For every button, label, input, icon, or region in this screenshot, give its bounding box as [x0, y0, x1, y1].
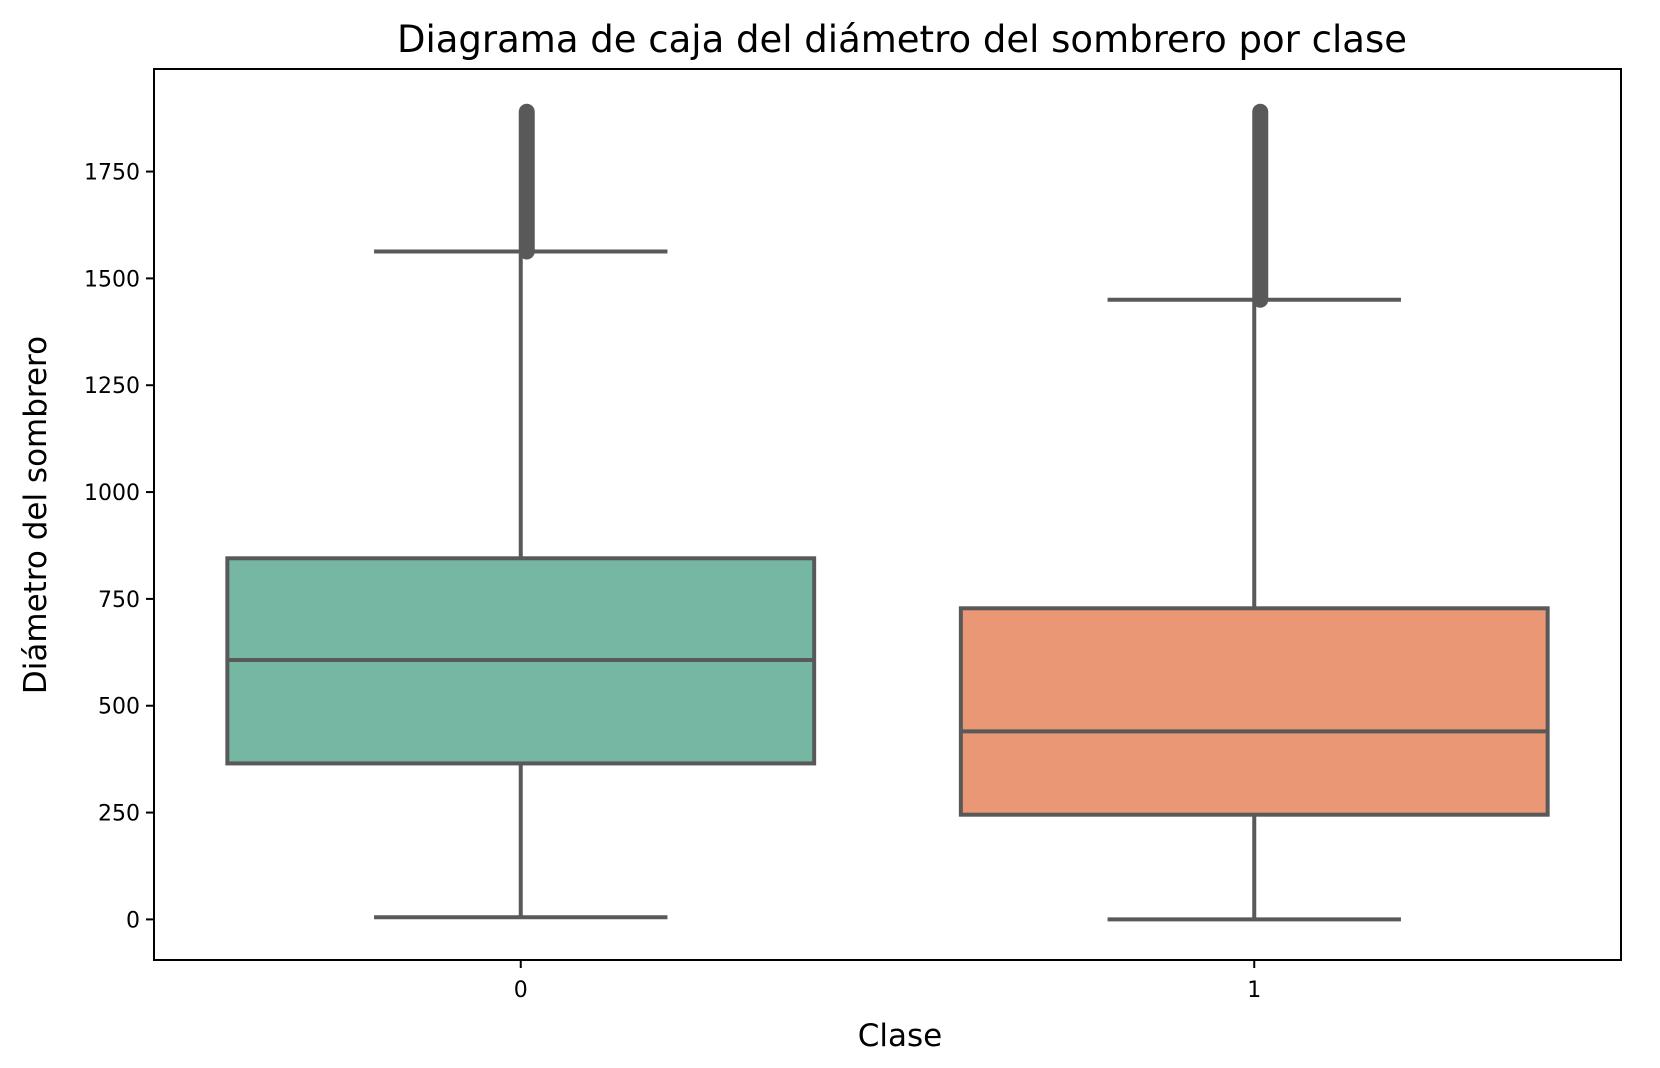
y-tick-label: 1750 — [84, 161, 140, 186]
y-tick-label: 1500 — [84, 267, 140, 292]
y-tick-label: 250 — [98, 802, 140, 827]
y-tick-label: 0 — [126, 908, 140, 933]
y-tick-label: 1000 — [84, 481, 140, 506]
x-tick-label: 1 — [1247, 978, 1261, 1003]
box-group-0 — [225, 103, 817, 920]
x-tick-label: 0 — [514, 978, 528, 1003]
y-tick-label: 500 — [98, 695, 140, 720]
box-iqr — [958, 606, 1550, 817]
box-group-1 — [958, 103, 1550, 922]
y-axis-label: Diámetro del sombrero — [18, 336, 54, 694]
x-axis-label: Clase — [858, 1018, 942, 1054]
plot-frame — [153, 68, 1622, 961]
y-tick-label: 1250 — [84, 374, 140, 399]
chart-title: Diagrama de caja del diámetro del sombre… — [397, 18, 1407, 61]
plot-area — [225, 103, 1550, 922]
axes: 0 250 500 750 1000 1250 1500 1750 0 1 — [84, 161, 1261, 1003]
y-tick-label: 750 — [98, 588, 140, 613]
